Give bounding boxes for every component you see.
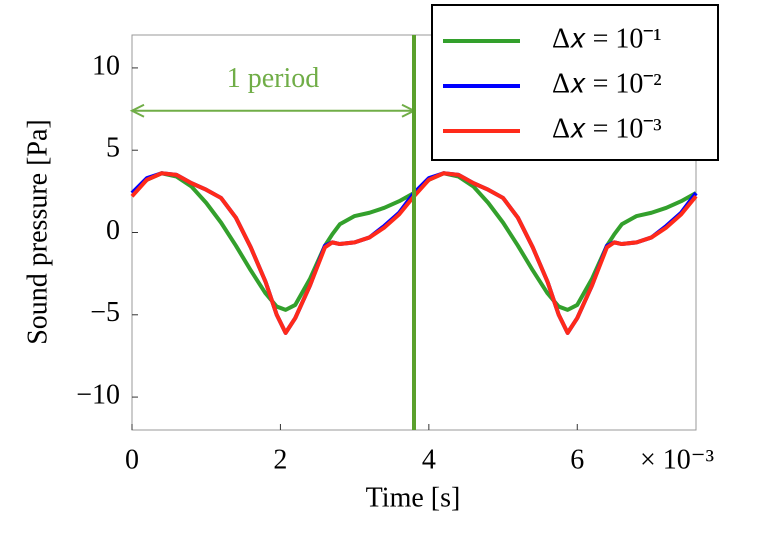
period-label: 1 period [227,63,320,94]
x-multiplier: × 10⁻³ [640,444,714,475]
legend-label: Δ𝑥 = 10⁻² [552,68,662,99]
x-tick-label: 6 [570,444,584,475]
legend-label: Δ𝑥 = 10⁻¹ [552,23,662,54]
x-tick-label: 4 [422,444,436,475]
y-tick-label: 0 [106,215,120,246]
y-tick-label: 5 [106,133,120,164]
y-axis-label: Sound pressure [Pa] [22,119,53,345]
legend-label: Δ𝑥 = 10⁻³ [552,113,662,144]
arrow-head [129,103,145,118]
y-tick-label: 10 [92,50,120,81]
x-tick-label: 0 [125,444,139,475]
x-axis-label: Time [s] [366,482,461,513]
x-tick-label: 2 [273,444,287,475]
y-tick-label: −10 [76,380,120,411]
y-tick-label: −5 [90,297,120,328]
legend-box [431,4,719,161]
